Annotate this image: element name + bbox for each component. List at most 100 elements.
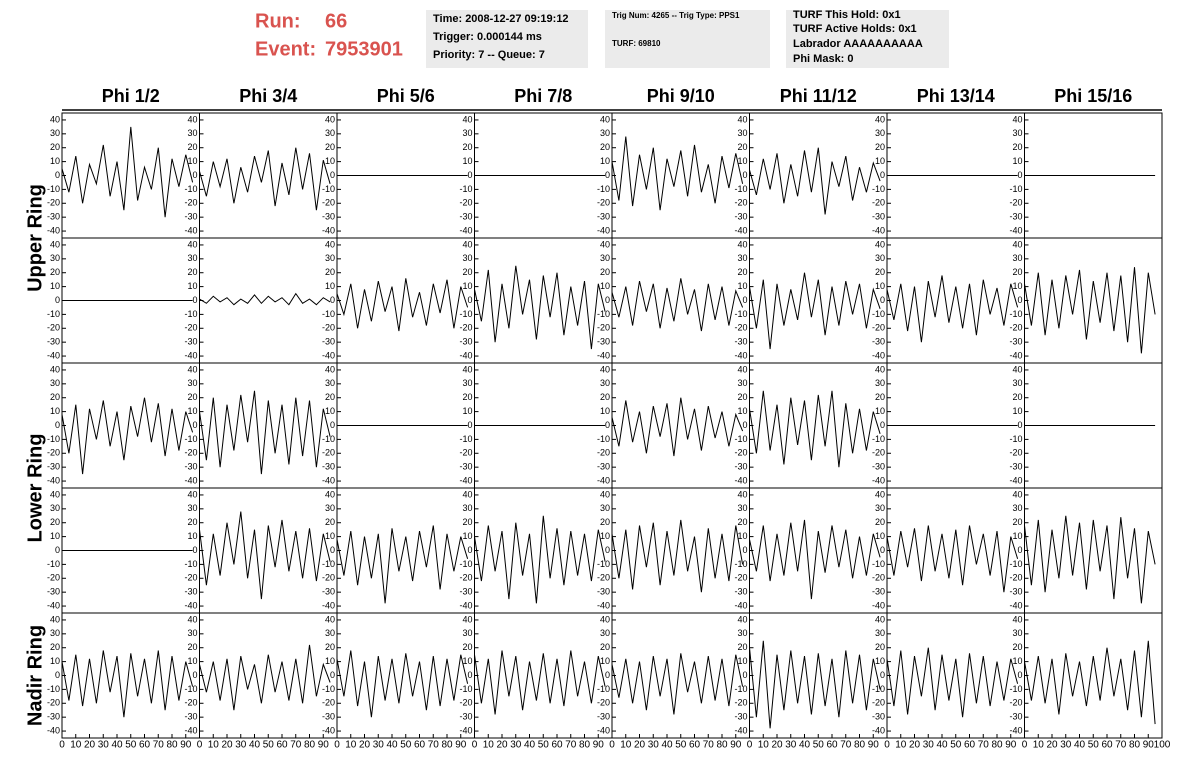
y-tick-label: -30	[184, 337, 197, 347]
y-tick-label: 0	[880, 420, 885, 430]
y-tick-label: 30	[462, 503, 472, 513]
y-tick-label: -10	[872, 309, 885, 319]
y-tick-label: 20	[600, 392, 610, 402]
y-tick-label: -40	[459, 725, 472, 735]
y-tick-label: -30	[184, 587, 197, 597]
x-tick-label: 50	[950, 740, 962, 751]
y-tick-label: 40	[737, 239, 747, 249]
y-tick-label: -40	[872, 600, 885, 610]
y-tick-label: -30	[734, 337, 747, 347]
y-tick-label: 0	[1017, 545, 1022, 555]
x-tick-label: 70	[840, 740, 852, 751]
row-title: Lower Ring	[24, 434, 46, 543]
y-tick-label: 40	[462, 489, 472, 499]
y-tick-label: 20	[462, 392, 472, 402]
x-tick-label: 60	[826, 740, 838, 751]
y-tick-label: 10	[50, 156, 60, 166]
waveform	[886, 647, 1019, 718]
y-tick-label: 30	[1012, 628, 1022, 638]
y-tick-label: -20	[734, 698, 747, 708]
y-tick-label: -40	[322, 725, 335, 735]
y-tick-label: 20	[600, 642, 610, 652]
y-tick-label: 40	[1012, 114, 1022, 124]
x-tick-label: 60	[1101, 740, 1113, 751]
y-tick-label: 10	[875, 281, 885, 291]
y-tick-label: -30	[597, 212, 610, 222]
y-tick-label: 40	[325, 239, 335, 249]
y-tick-label: -20	[872, 573, 885, 583]
y-tick-label: -10	[47, 684, 60, 694]
waveform	[749, 640, 881, 729]
y-tick-label: 10	[325, 156, 335, 166]
y-tick-label: -40	[459, 600, 472, 610]
y-tick-label: 10	[462, 156, 472, 166]
waveform	[61, 650, 194, 718]
y-tick-label: -20	[459, 198, 472, 208]
y-tick-label: -10	[597, 309, 610, 319]
y-tick-label: -40	[734, 600, 747, 610]
waveform	[749, 272, 881, 350]
y-tick-label: 20	[875, 392, 885, 402]
y-tick-label: 30	[187, 253, 197, 263]
y-tick-label: -40	[734, 475, 747, 485]
x-tick-label: 90	[730, 740, 742, 751]
y-tick-label: -30	[872, 712, 885, 722]
y-tick-label: 0	[467, 420, 472, 430]
y-tick-label: -40	[322, 475, 335, 485]
y-tick-label: 0	[330, 545, 335, 555]
y-tick-label: 10	[737, 656, 747, 666]
y-tick-label: -40	[322, 225, 335, 235]
y-tick-label: 10	[50, 406, 60, 416]
y-tick-label: -40	[322, 600, 335, 610]
y-tick-label: -30	[597, 712, 610, 722]
y-tick-label: -40	[597, 225, 610, 235]
panel-frame	[474, 487, 613, 614]
y-tick-label: -30	[459, 587, 472, 597]
y-tick-label: 30	[737, 253, 747, 263]
panel-frame	[1024, 237, 1163, 364]
y-tick-label: -40	[184, 475, 197, 485]
x-tick-label: 80	[991, 740, 1003, 751]
x-tick-label: 10	[895, 740, 907, 751]
x-tick-label: 0	[197, 740, 203, 751]
y-tick-label: 0	[742, 295, 747, 305]
y-tick-label: 20	[1012, 142, 1022, 152]
y-tick-label: -30	[734, 212, 747, 222]
y-tick-label: 30	[50, 503, 60, 513]
y-tick-label: -20	[322, 323, 335, 333]
y-tick-label: 40	[187, 614, 197, 624]
x-tick-label: 80	[441, 740, 453, 751]
x-tick-label: 90	[1005, 740, 1017, 751]
info-box	[786, 10, 949, 68]
y-tick-label: 30	[325, 128, 335, 138]
y-tick-label: 30	[50, 253, 60, 263]
x-tick-label: 70	[565, 740, 577, 751]
panel-frame	[199, 362, 338, 489]
x-tick-label: 40	[799, 740, 811, 751]
x-tick-label: 30	[235, 740, 247, 751]
column-title: Phi 15/16	[1054, 86, 1132, 106]
x-tick-label: 50	[675, 740, 687, 751]
y-tick-label: 40	[600, 489, 610, 499]
y-tick-label: 10	[737, 531, 747, 541]
y-tick-label: 30	[50, 628, 60, 638]
waveform	[199, 644, 331, 711]
y-tick-label: -10	[459, 309, 472, 319]
y-tick-label: -10	[47, 184, 60, 194]
y-tick-label: -10	[184, 434, 197, 444]
waveform	[61, 397, 194, 475]
y-tick-label: -10	[1009, 434, 1022, 444]
y-tick-label: 40	[50, 614, 60, 624]
x-tick-label: 0	[59, 740, 65, 751]
y-tick-label: 0	[192, 545, 197, 555]
y-tick-label: 30	[875, 628, 885, 638]
y-tick-label: -30	[184, 212, 197, 222]
x-tick-label: 30	[785, 740, 797, 751]
y-tick-label: -20	[459, 573, 472, 583]
info-box	[605, 10, 770, 68]
run: 66	[325, 10, 347, 32]
y-tick-label: 10	[187, 156, 197, 166]
y-tick-label: 0	[880, 170, 885, 180]
row-title: Upper Ring	[24, 184, 46, 292]
y-tick-label: -30	[734, 587, 747, 597]
